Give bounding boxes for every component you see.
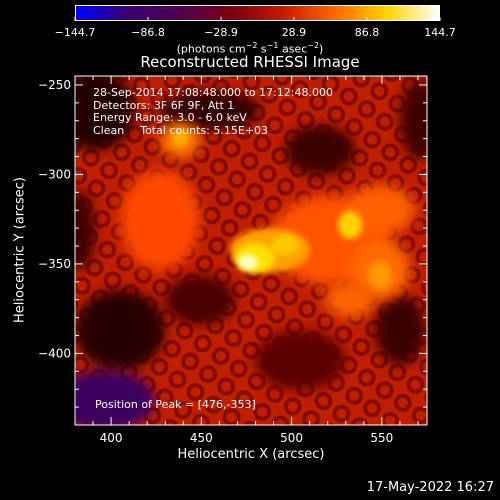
y-axis-label: Heliocentric Y (arcsec) <box>12 177 28 323</box>
y-tick-label: −300 <box>38 167 71 181</box>
colorbar-tick-label: 28.9 <box>282 26 307 39</box>
x-tick-label: 400 <box>100 431 123 445</box>
y-tick-label: −250 <box>38 78 71 92</box>
detectors-text: Detectors: 3F 6F 9F, Att 1 <box>93 98 235 112</box>
image-map <box>75 76 427 425</box>
x-axis-label: Heliocentric X (arcsec) <box>177 447 325 462</box>
colorbar-tick-label: −28.9 <box>204 26 238 39</box>
y-tick-label: −400 <box>38 346 71 360</box>
plot-frame <box>74 75 428 426</box>
colorbar-units: (photons cm−2 s−1 asec−2) <box>176 41 324 56</box>
colorbar-axis: −144.7 −86.8 −28.9 28.9 86.8 144.7 <box>55 17 456 39</box>
axis-ticks: 400 450 500 550 −250 −300 −350 −400 <box>38 76 427 445</box>
colorbar <box>75 5 440 21</box>
counts-text: Total counts: 5.15E+03 <box>140 123 269 137</box>
footer-date: 17-May-2022 16:27 <box>366 480 494 495</box>
energy-text: Energy Range: 3.0 - 6.0 keV <box>93 111 247 124</box>
colorbar-tick-label: 86.8 <box>355 26 380 39</box>
plot-title: Reconstructed RHESSI Image <box>140 53 360 71</box>
peak-position-text: Position of Peak = [476,-353] <box>95 398 256 411</box>
y-tick-label: −350 <box>38 257 71 271</box>
time-range-text: 28-Sep-2014 17:08:48.000 to 17:12:48.000 <box>93 86 333 99</box>
clean-line: Clean Total counts: 5.15E+03 <box>93 123 333 138</box>
algorithm-text: Clean <box>93 123 125 137</box>
x-tick-label: 550 <box>370 431 393 445</box>
colorbar-tick-label: −144.7 <box>55 26 96 39</box>
x-tick-label: 500 <box>280 431 303 445</box>
x-tick-label: 450 <box>190 431 213 445</box>
colorbar-tick-label: −86.8 <box>131 26 165 39</box>
colorbar-tick-label: 144.7 <box>424 26 456 39</box>
info-block: 28-Sep-2014 17:08:48.000 to 17:12:48.000… <box>93 86 333 138</box>
